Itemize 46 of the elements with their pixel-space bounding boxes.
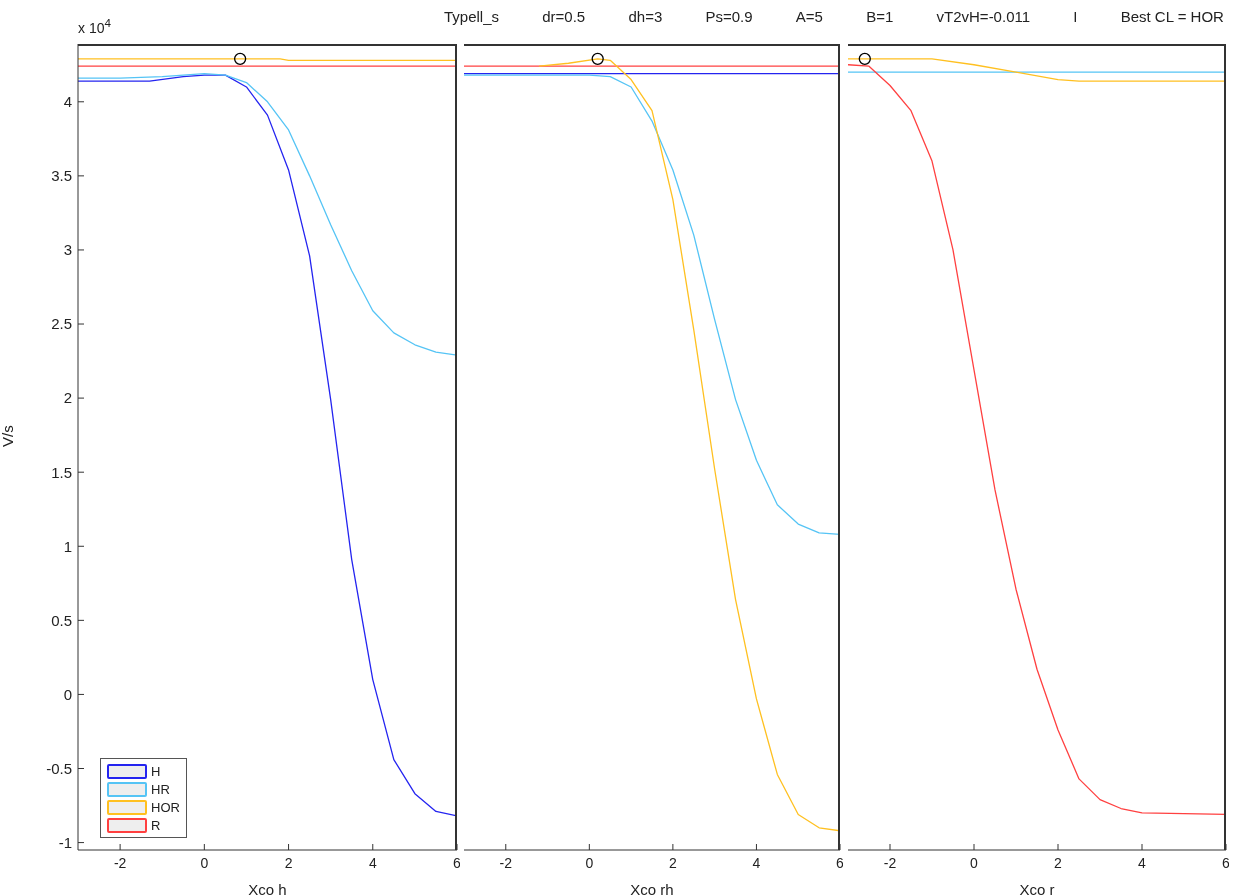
line-series [78, 72, 457, 356]
x-tick-label: 2 [668, 854, 677, 871]
x-axis-title: Xco r [1019, 881, 1055, 895]
text: vT2vH=-0.011 [936, 8, 1031, 25]
legend-label: H [151, 763, 161, 779]
x-tick-label: 6 [836, 854, 845, 871]
x-tick-label: 2 [1054, 854, 1063, 871]
x-tick-label: 6 [453, 854, 462, 871]
y-tick-label: 0.5 [51, 611, 72, 629]
y-tick-label: 3 [63, 241, 72, 259]
x-tick-label: -2 [499, 854, 513, 871]
y-axis-title: V/s [0, 425, 17, 447]
x-tick-label: 4 [368, 854, 377, 871]
x-tick-label: -2 [883, 854, 897, 871]
x-tick-label: 0 [200, 854, 209, 871]
text: Ps=0.9 [705, 8, 753, 25]
x-tick-label: 0 [970, 854, 979, 871]
x-tick-label: 6 [1222, 854, 1231, 871]
text: dr=0.5 [542, 8, 586, 25]
legend-label: R [151, 817, 161, 833]
legend-label: HOR [151, 799, 180, 815]
y-tick-label: -0.5 [46, 759, 72, 777]
x-tick-label: 0 [585, 854, 594, 871]
line-series [78, 74, 457, 817]
text: dh=3 [628, 8, 663, 25]
x-tick-label: -2 [113, 854, 127, 871]
legend-label: HR [151, 781, 170, 797]
x-axis-title: Xco h [248, 881, 287, 895]
x-tick-label: 4 [1138, 854, 1147, 871]
y-tick-label: 2 [63, 389, 72, 407]
text: Typell_s [444, 8, 500, 25]
y-tick-label: 4 [63, 93, 72, 111]
x-tick-label: 4 [752, 854, 761, 871]
y-tick-label: -1 [58, 833, 72, 851]
text: I [1073, 8, 1078, 25]
x-tick-label: 2 [284, 854, 293, 871]
y-tick-label: 3.5 [51, 167, 72, 185]
text: x 10$^{4}$ [78, 16, 111, 36]
text: Best CL = HOR [1120, 8, 1224, 25]
y-tick-label: 0 [63, 685, 72, 703]
x-axis-title: Xco rh [630, 881, 674, 895]
y-tick-label: 1 [63, 537, 72, 555]
y-tick-label: 1.5 [51, 463, 72, 481]
text: B=1 [866, 8, 894, 25]
text: A=5 [795, 8, 823, 25]
y-tick-label: 2.5 [51, 315, 72, 333]
